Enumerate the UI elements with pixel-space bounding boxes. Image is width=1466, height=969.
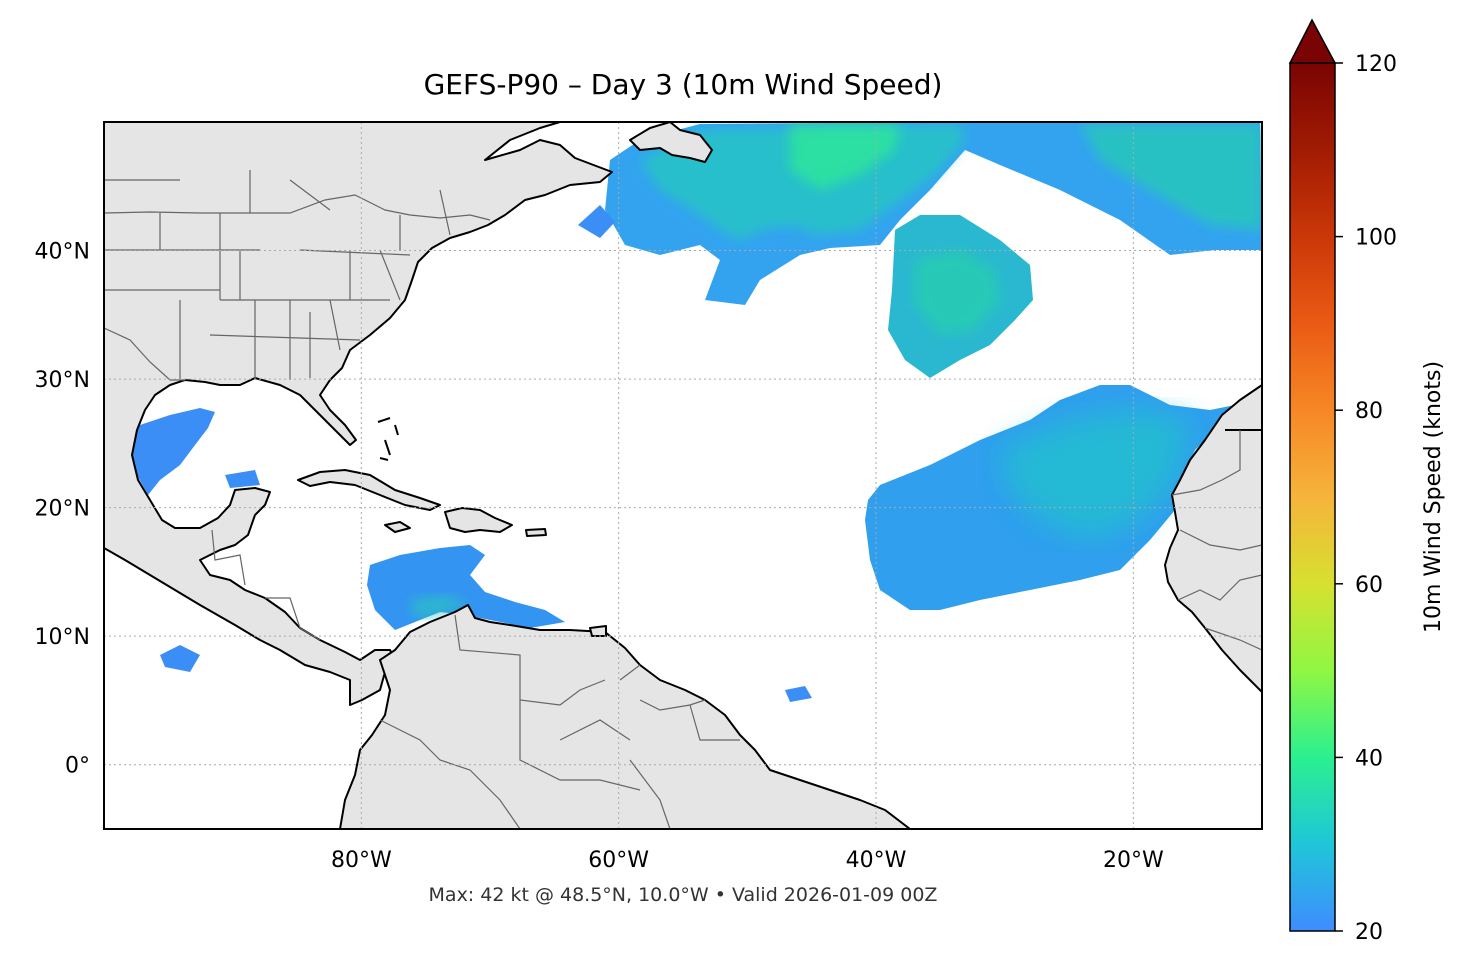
border-central-america — [211, 529, 321, 641]
figure-title: GEFS-P90 – Day 3 (10m Wind Speed) — [423, 68, 943, 101]
wind-patch-pacific — [160, 645, 200, 672]
y-tick-label: 30°N — [35, 368, 90, 393]
map-frame — [103, 121, 1263, 830]
wind-patch-equatorial — [785, 686, 812, 702]
wind-speed-field — [130, 122, 1262, 702]
map-plot-area — [104, 122, 1262, 829]
figure-footer: Max: 42 kt @ 48.5°N, 10.0°W • Valid 2026… — [428, 884, 938, 906]
wind-core-azores — [915, 250, 1000, 335]
colorbar-extend-arrow — [1288, 18, 1337, 64]
land-south-america — [339, 604, 911, 829]
wind-patch-nova-scotia — [578, 205, 615, 238]
colorbar-label: 10m Wind Speed (knots) — [1421, 361, 1446, 633]
x-tick-label: 60°W — [588, 848, 649, 873]
colorbar-tick-label: 20 — [1355, 920, 1383, 945]
wind-core-tropical — [1000, 410, 1190, 540]
longitude-ticks: 80°W 60°W 40°W 20°W — [331, 848, 1164, 873]
y-tick-label: 0° — [65, 754, 90, 779]
y-tick-label: 40°N — [35, 240, 90, 265]
land-puerto-rico — [525, 528, 547, 537]
x-tick-label: 80°W — [331, 848, 392, 873]
x-tick-label: 20°W — [1103, 848, 1164, 873]
colorbar: 20 40 60 80 100 120 10m Wind Speed (knots) — [1288, 18, 1446, 945]
colorbar-tick-label: 80 — [1355, 399, 1383, 424]
border-us-canada — [104, 194, 491, 221]
colorbar-ticks: 20 40 60 80 100 120 — [1335, 52, 1397, 945]
border-west-africa — [1171, 430, 1262, 651]
colorbar-gradient — [1289, 62, 1336, 932]
land-jamaica — [384, 521, 411, 533]
land-bahamas — [377, 417, 399, 461]
wind-core-north-peak — [790, 124, 900, 190]
border-us-states — [104, 170, 451, 380]
latitude-ticks: 40°N 30°N 20°N 10°N 0° — [35, 240, 90, 779]
border-us-mexico — [104, 327, 185, 381]
y-tick-label: 20°N — [35, 497, 90, 522]
gridlines — [104, 122, 1262, 829]
land-africa — [1164, 384, 1262, 693]
y-tick-label: 10°N — [35, 625, 90, 650]
wind-core-northeast — [1080, 124, 1262, 230]
x-tick-label: 40°W — [846, 848, 907, 873]
colorbar-tick-label: 100 — [1355, 226, 1397, 251]
land-hispaniola — [444, 507, 513, 533]
land-trinidad — [589, 625, 607, 637]
wind-patch-yucatan — [225, 470, 260, 488]
land-masses — [104, 122, 1262, 829]
colorbar-tick-label: 40 — [1355, 746, 1383, 771]
colorbar-tick-label: 60 — [1355, 573, 1383, 598]
wind-core-caribbean — [410, 595, 470, 618]
wind-region-western-gulf — [130, 408, 215, 495]
colorbar-tick-label: 120 — [1355, 52, 1397, 77]
